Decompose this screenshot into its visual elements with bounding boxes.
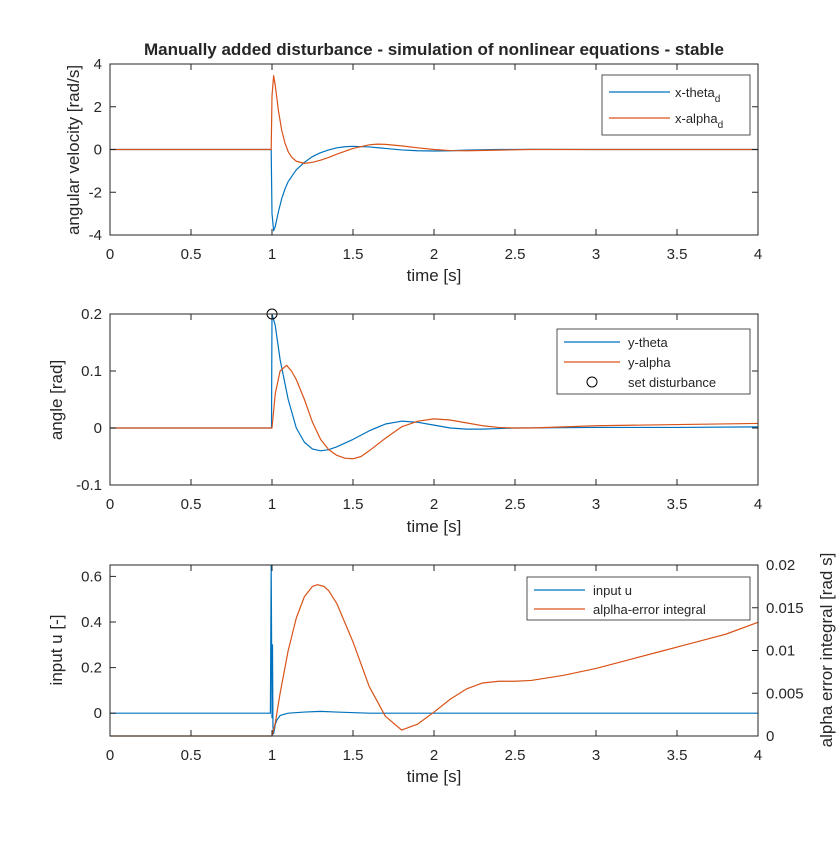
- y-tick-label: 0: [94, 705, 102, 722]
- x-tick-label: 0: [106, 496, 114, 513]
- tick-layer: 0 0.5 1 1.5 2 2.5 3 3.5 4 -4 -2 0 2 4: [89, 56, 763, 263]
- series-line-x-theta: [110, 145, 758, 232]
- y-tick-label: 0: [94, 142, 102, 159]
- y-tick-label: 0.1: [81, 363, 102, 380]
- legend-box: [526, 576, 751, 621]
- x-tick-label: 2: [430, 496, 438, 513]
- y-tick-label: 0.2: [81, 660, 102, 677]
- x-tick-label: 2: [430, 747, 438, 764]
- x-tick-label: 4: [754, 747, 762, 764]
- x-tick-label: 3: [592, 246, 600, 263]
- y-tick-label: 2: [94, 99, 102, 116]
- series-line-input-u: [110, 564, 758, 735]
- series-line-y-alpha: [110, 364, 759, 460]
- y-axis-label: angular velocity [rad/s]: [64, 65, 83, 235]
- x-tick-label: 1: [268, 747, 276, 764]
- y-tick-label-right: 0.015: [766, 600, 804, 617]
- x-tick-label: 2: [430, 246, 438, 263]
- y-tick-label: -0.1: [76, 477, 102, 494]
- legend-label-input-u: input u: [593, 583, 632, 598]
- legend-label-x-alpha: x-alphad: [675, 111, 723, 131]
- x-tick-label: 4: [754, 246, 762, 263]
- x-tick-label: 1.5: [343, 246, 364, 263]
- x-tick-label: 3: [592, 747, 600, 764]
- y-tick-label-right: 0: [766, 728, 774, 745]
- x-tick-label: 0.5: [181, 246, 202, 263]
- x-tick-label: 1: [268, 246, 276, 263]
- legend: input u alplha-error integral: [526, 576, 751, 621]
- legend-label-error-integral: alplha-error integral: [593, 602, 706, 617]
- x-tick-label: 1: [268, 496, 276, 513]
- series-line-x-alpha: [110, 75, 758, 164]
- y-tick-label: 4: [94, 56, 102, 73]
- x-tick-label: 3.5: [667, 246, 688, 263]
- plot-input: 0 0.5 1 1.5 2 2.5 3 3.5 400.20.40.600.0050.010.0…: [47, 553, 836, 786]
- series-line-alplha-error-integral: [110, 584, 759, 737]
- tick-layer: 0 0.5 1 1.5 2 2.5 3 3.5 4-0.100.10.2: [76, 306, 762, 513]
- legend: y-theta y-alpha set disturbance: [556, 328, 751, 395]
- legend-label-x-theta: x-thetad: [675, 85, 720, 105]
- y-tick-label-right: 0.005: [766, 685, 804, 702]
- x-tick-label: 0: [106, 246, 114, 263]
- legend-swatch-set-disturbance: [586, 376, 598, 388]
- series-line-y-theta: [110, 313, 759, 452]
- x-tick-label: 0.5: [181, 747, 202, 764]
- y-tick-label: -4: [89, 227, 102, 244]
- x-tick-label: 4: [754, 496, 762, 513]
- figure-title: Manually added disturbance - simulation …: [144, 40, 724, 59]
- x-tick-label: 1.5: [343, 747, 364, 764]
- x-tick-label: 2.5: [505, 246, 526, 263]
- plot-angular-velocity: 0 0.5 1 1.5 2 2.5 3 3.5 4 -4 -2 0 2 4 time [s] angula…: [64, 56, 762, 285]
- x-axis-label: time [s]: [407, 767, 462, 786]
- series-layer: [110, 564, 759, 737]
- legend: x-thetad x-alphad: [601, 74, 751, 136]
- x-tick-label: 0.5: [181, 496, 202, 513]
- x-tick-label: 3: [592, 496, 600, 513]
- tick-layer: 0 0.5 1 1.5 2 2.5 3 3.5 400.20.40.600.0050.010.0…: [81, 557, 803, 764]
- x-tick-label: 2.5: [505, 496, 526, 513]
- plot-angle: 0 0.5 1 1.5 2 2.5 3 3.5 4-0.100.10.2 time [s] an…: [47, 306, 762, 536]
- y-tick-label-right: 0.01: [766, 643, 795, 660]
- legend-label-y-theta: y-theta: [628, 335, 669, 350]
- y-tick-label: -2: [89, 184, 102, 201]
- y-axis-label: input u [-]: [47, 615, 66, 686]
- legend-label-y-alpha: y-alpha: [628, 355, 671, 370]
- y-tick-label: 0.6: [81, 568, 102, 585]
- y-tick-label: 0.2: [81, 306, 102, 323]
- x-axis-label: time [s]: [407, 266, 462, 285]
- y-tick-label: 0: [94, 420, 102, 437]
- y-tick-label: 0.4: [81, 614, 102, 631]
- series-layer: [110, 75, 758, 232]
- legend-box: [601, 74, 751, 136]
- x-tick-label: 3.5: [667, 747, 688, 764]
- x-tick-label: 2.5: [505, 747, 526, 764]
- x-tick-label: 3.5: [667, 496, 688, 513]
- y-axis-label-right: alpha error integral [rad s]: [817, 553, 836, 748]
- x-tick-label: 0: [106, 747, 114, 764]
- x-tick-label: 1.5: [343, 496, 364, 513]
- y-axis-label: angle [rad]: [47, 360, 66, 440]
- legend-label-set-disturbance: set disturbance: [628, 375, 716, 390]
- y-tick-label-right: 0.02: [766, 557, 795, 574]
- x-axis-label: time [s]: [407, 517, 462, 536]
